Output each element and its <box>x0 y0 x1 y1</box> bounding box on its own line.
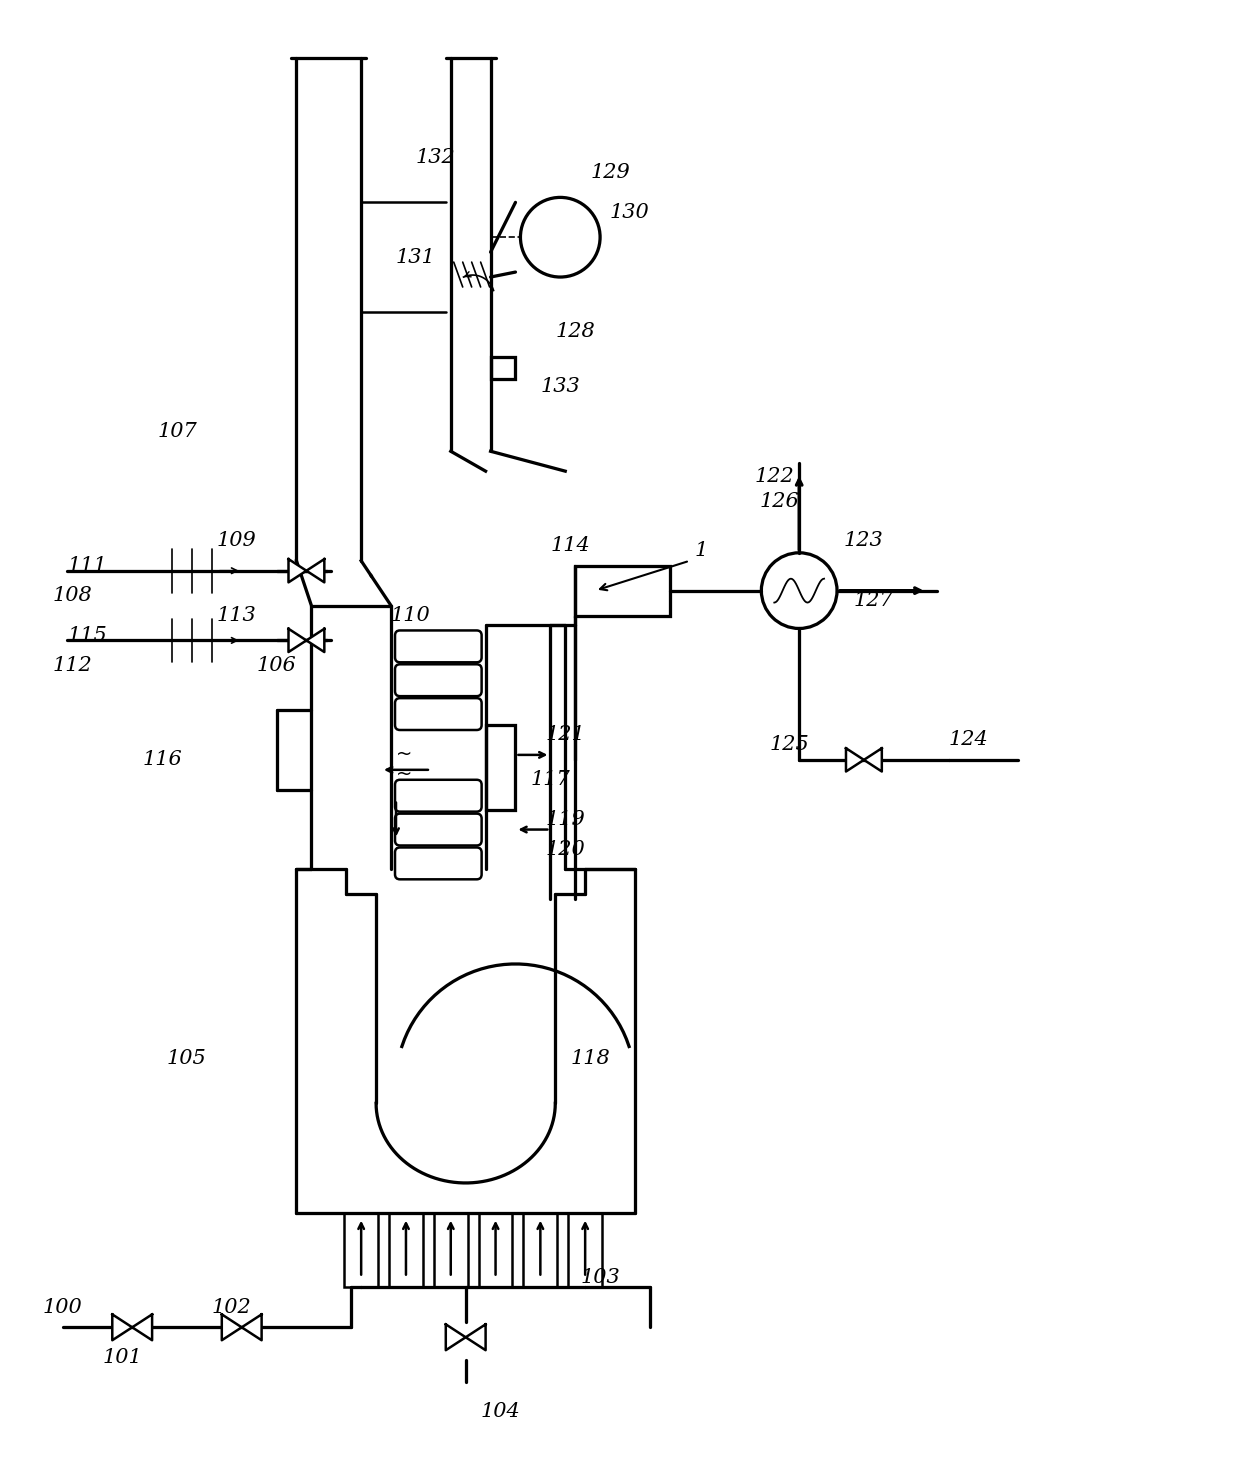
Polygon shape <box>289 629 306 653</box>
Polygon shape <box>864 748 882 771</box>
Text: ~: ~ <box>396 765 413 784</box>
Text: 108: 108 <box>52 585 92 604</box>
Text: 115: 115 <box>67 626 107 645</box>
Text: 106: 106 <box>257 656 296 675</box>
FancyBboxPatch shape <box>396 847 481 879</box>
FancyBboxPatch shape <box>396 631 481 663</box>
Text: 126: 126 <box>759 492 799 511</box>
Polygon shape <box>306 559 325 583</box>
Text: 124: 124 <box>949 730 988 749</box>
Polygon shape <box>466 1324 486 1350</box>
Text: ~: ~ <box>396 745 413 764</box>
FancyBboxPatch shape <box>396 813 481 845</box>
Text: 113: 113 <box>217 606 257 625</box>
Text: 133: 133 <box>541 377 580 396</box>
Bar <box>434 1213 467 1288</box>
Text: 129: 129 <box>590 164 630 182</box>
Text: 123: 123 <box>844 531 884 550</box>
Polygon shape <box>222 1314 242 1340</box>
Bar <box>345 1213 378 1288</box>
Text: 102: 102 <box>212 1298 252 1317</box>
Text: 112: 112 <box>52 656 92 675</box>
Polygon shape <box>446 1324 466 1350</box>
Text: 116: 116 <box>143 750 182 769</box>
FancyBboxPatch shape <box>396 664 481 696</box>
Text: 100: 100 <box>42 1298 82 1317</box>
Text: 132: 132 <box>415 147 455 166</box>
Bar <box>568 1213 603 1288</box>
Polygon shape <box>306 629 325 653</box>
Polygon shape <box>242 1314 262 1340</box>
Text: 131: 131 <box>396 248 435 267</box>
Text: 125: 125 <box>769 736 808 755</box>
Text: 117: 117 <box>531 771 570 790</box>
Polygon shape <box>289 559 306 583</box>
Text: 104: 104 <box>481 1403 521 1422</box>
Bar <box>389 1213 423 1288</box>
Text: 110: 110 <box>391 606 430 625</box>
Bar <box>523 1213 557 1288</box>
Text: 120: 120 <box>546 839 585 858</box>
Text: 105: 105 <box>167 1050 207 1069</box>
Bar <box>486 726 516 810</box>
Bar <box>575 565 670 616</box>
Text: 121: 121 <box>546 726 585 745</box>
Text: 118: 118 <box>570 1050 610 1069</box>
Polygon shape <box>133 1314 153 1340</box>
Text: 119: 119 <box>546 810 585 829</box>
Bar <box>491 356 516 378</box>
Text: 101: 101 <box>103 1348 143 1367</box>
FancyBboxPatch shape <box>396 698 481 730</box>
Text: 1: 1 <box>694 542 708 561</box>
Text: 128: 128 <box>556 323 595 342</box>
Text: 127: 127 <box>854 591 894 610</box>
Text: 109: 109 <box>217 531 257 550</box>
Polygon shape <box>113 1314 133 1340</box>
Text: 130: 130 <box>610 203 650 222</box>
Text: 111: 111 <box>67 556 107 575</box>
FancyBboxPatch shape <box>396 780 481 812</box>
Text: 103: 103 <box>580 1269 620 1288</box>
Text: 122: 122 <box>754 467 794 486</box>
Text: 107: 107 <box>157 422 197 441</box>
Bar <box>479 1213 512 1288</box>
Polygon shape <box>846 748 864 771</box>
Text: 114: 114 <box>551 536 590 555</box>
